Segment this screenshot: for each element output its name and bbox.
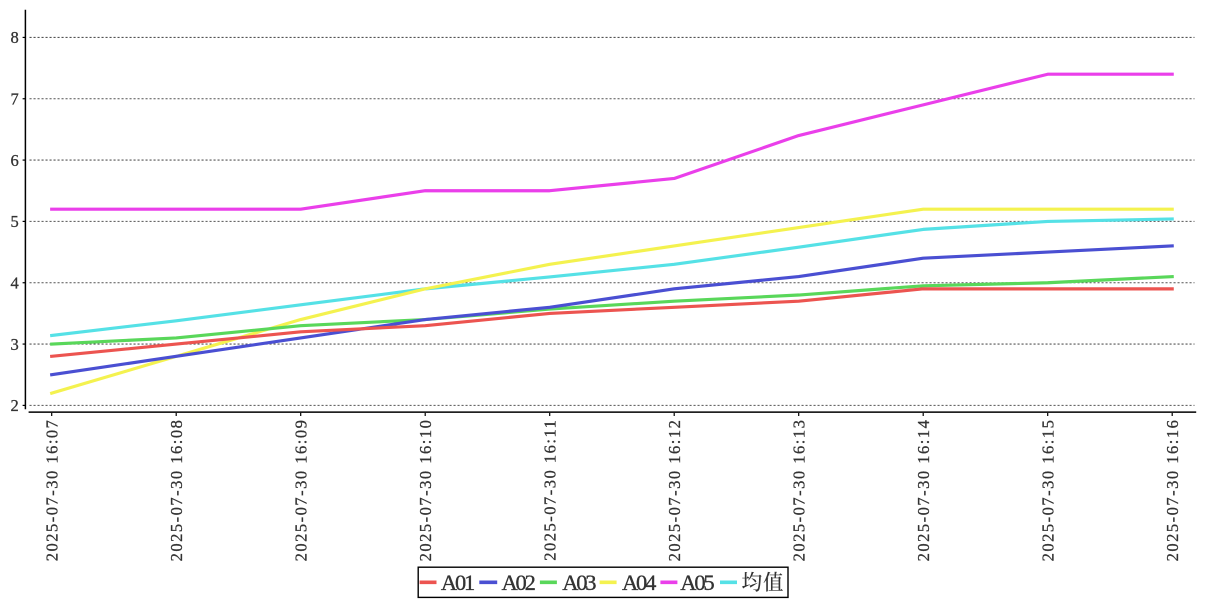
svg-text:3: 3 [11,335,19,354]
svg-text:2025-07-30 16:11: 2025-07-30 16:11 [540,419,559,561]
svg-text:2025-07-30 16:08: 2025-07-30 16:08 [167,419,186,562]
svg-text:A05: A05 [680,570,714,595]
svg-text:2025-07-30 16:14: 2025-07-30 16:14 [914,419,933,562]
svg-text:A01: A01 [441,570,474,595]
svg-text:2025-07-30 16:16: 2025-07-30 16:16 [1163,419,1182,562]
svg-text:4: 4 [11,273,19,292]
svg-text:2025-07-30 16:15: 2025-07-30 16:15 [1038,419,1057,562]
svg-text:A02: A02 [502,570,536,595]
svg-text:6: 6 [11,151,19,170]
svg-text:5: 5 [11,212,19,231]
svg-text:2025-07-30 16:09: 2025-07-30 16:09 [291,419,310,562]
svg-text:A04: A04 [622,570,656,595]
svg-text:2: 2 [11,396,19,415]
svg-text:8: 8 [11,28,19,47]
svg-text:7: 7 [11,89,19,108]
svg-text:2025-07-30 16:07: 2025-07-30 16:07 [42,419,61,562]
svg-text:2025-07-30 16:10: 2025-07-30 16:10 [416,419,435,562]
svg-text:2025-07-30 16:12: 2025-07-30 16:12 [665,419,684,562]
svg-text:A03: A03 [562,570,596,595]
svg-text:2025-07-30 16:13: 2025-07-30 16:13 [789,419,808,562]
